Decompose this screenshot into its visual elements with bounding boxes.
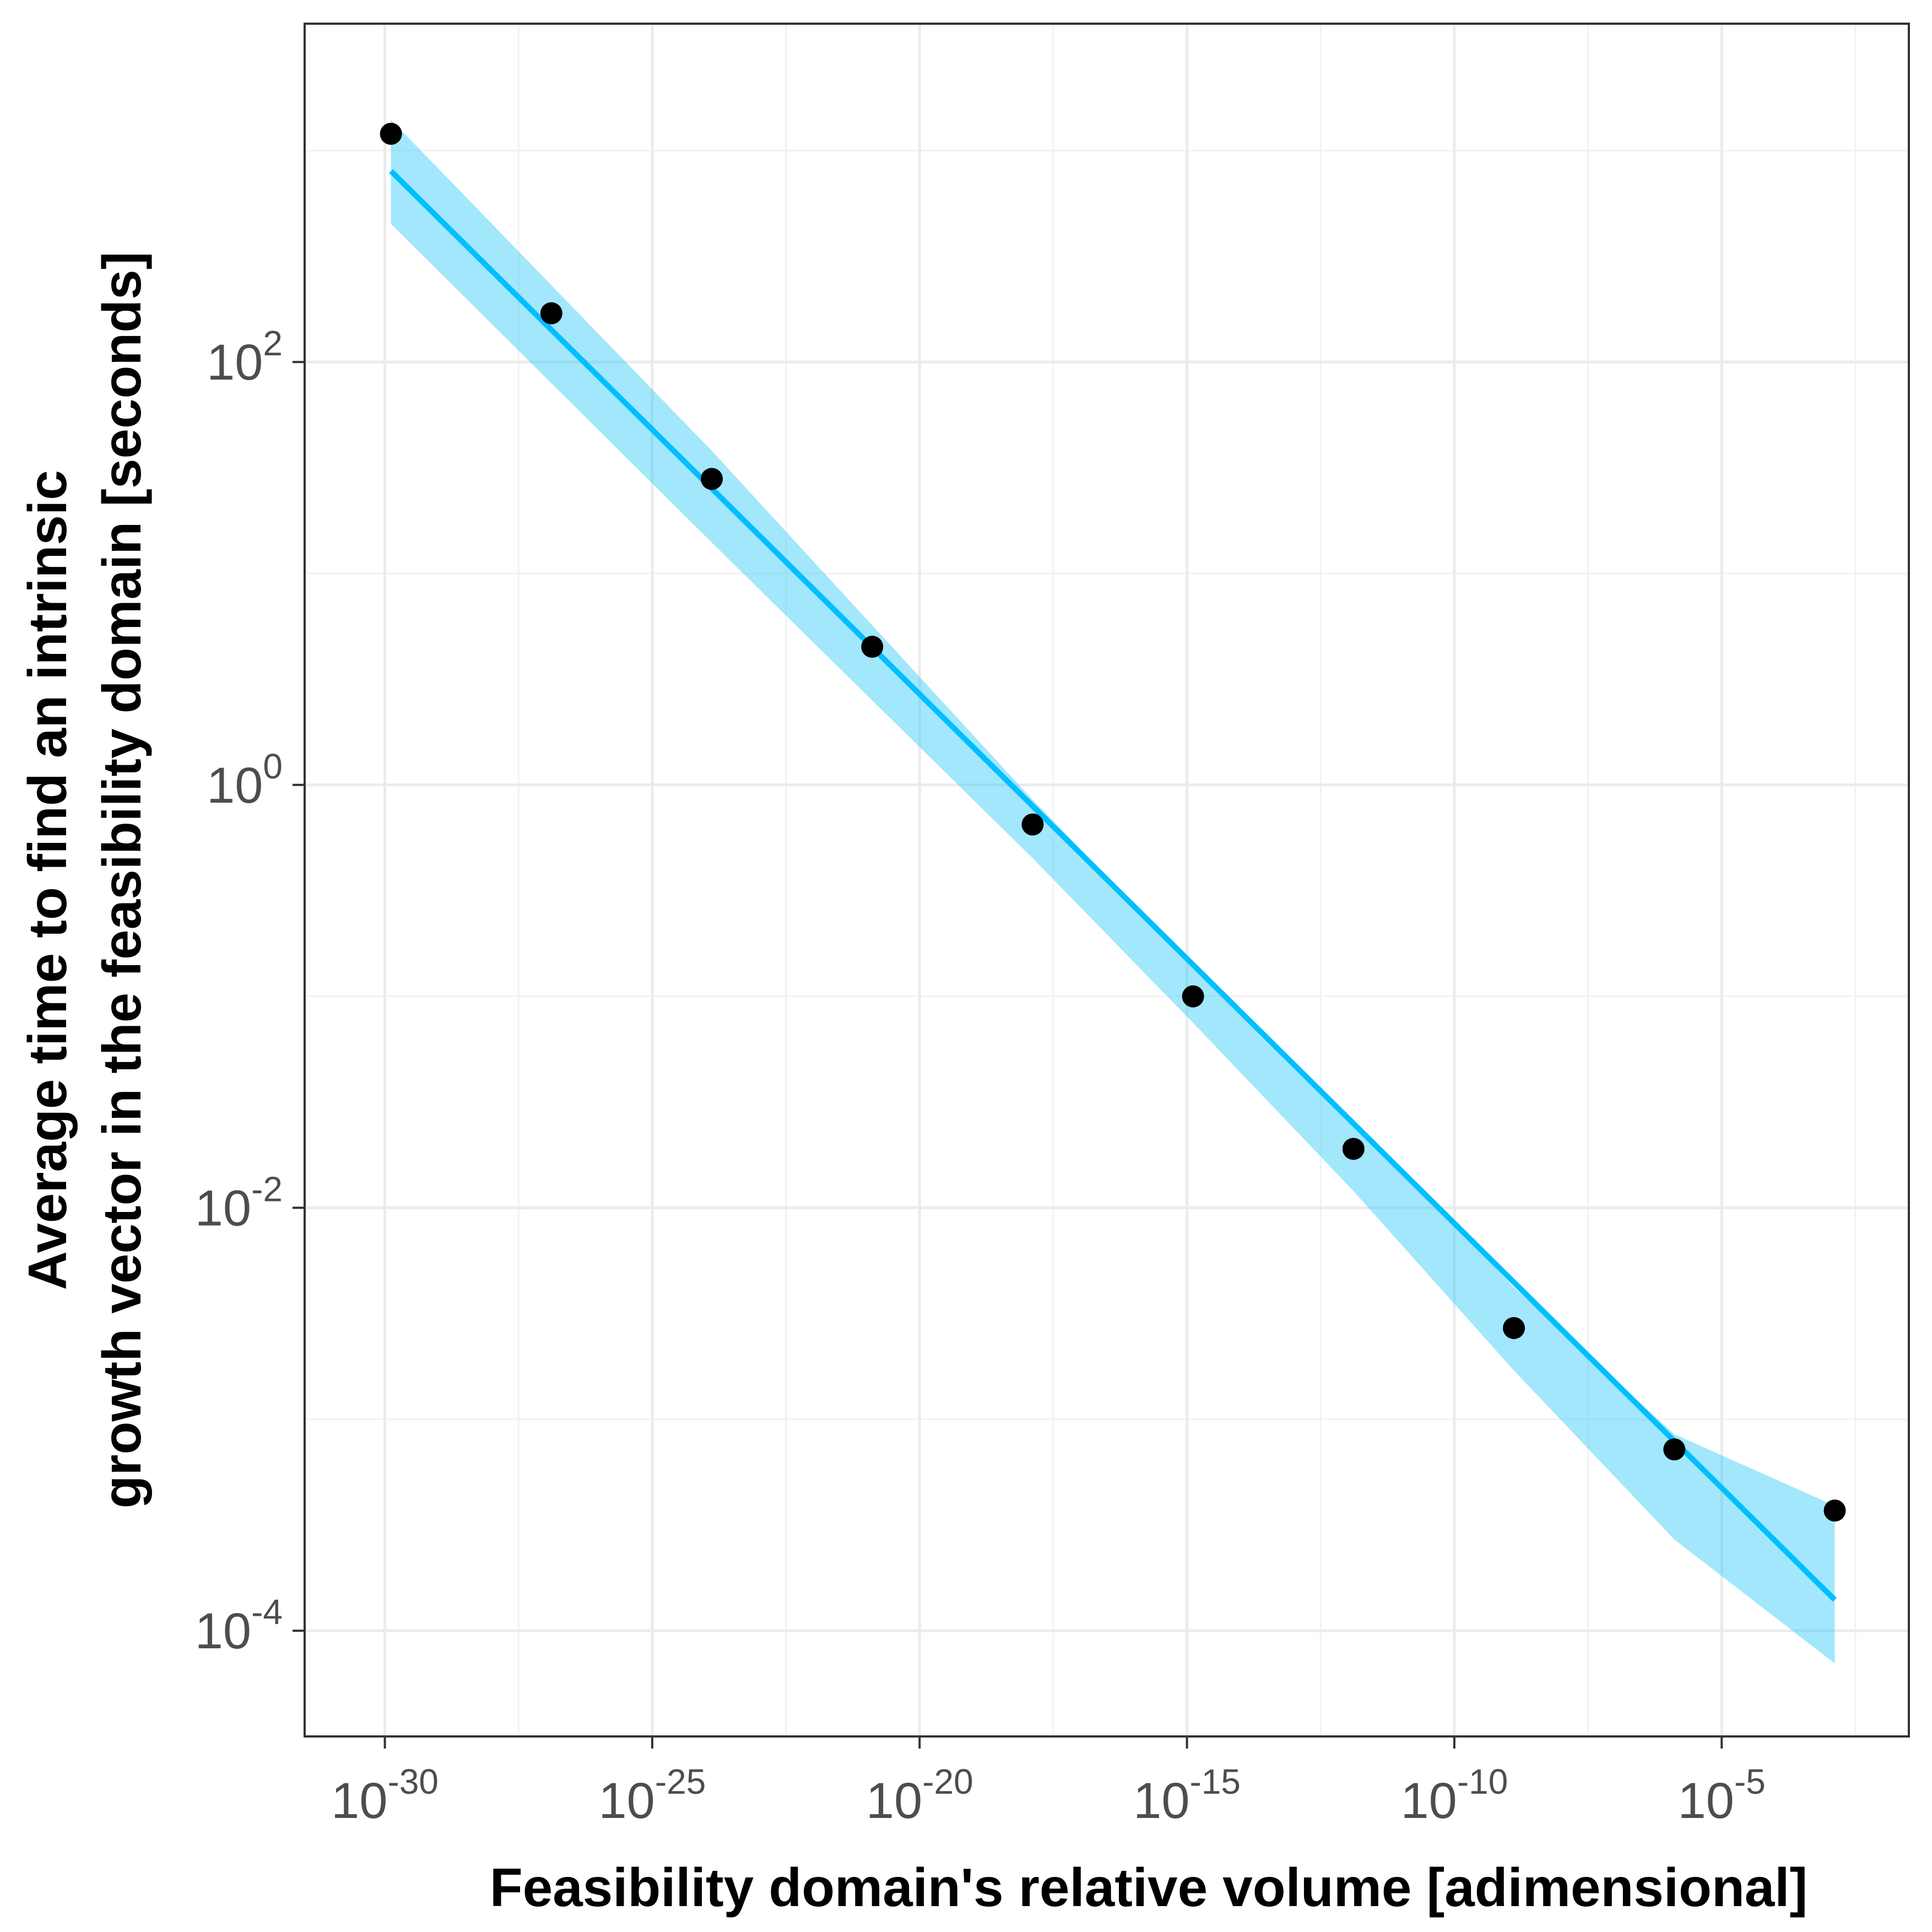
data-point <box>540 302 562 324</box>
data-point <box>1663 1438 1686 1461</box>
grid-layer <box>305 24 1909 1736</box>
data-point <box>380 122 402 145</box>
y-tick-label: 10-4 <box>195 1592 283 1659</box>
y-axis-title-line-2: growth vector in the feasibility domain … <box>91 252 152 1509</box>
data-point <box>861 636 884 658</box>
x-tick-label: 10-5 <box>1678 1762 1766 1829</box>
y-tick-label: 10-2 <box>195 1169 283 1236</box>
points-layer <box>380 122 1846 1522</box>
panel-border <box>304 23 1910 1738</box>
y-axis-title: Average time to find an intrinsic growth… <box>17 252 152 1509</box>
data-point <box>701 468 723 490</box>
y-axis-ticks: 102 100 10-2 10-4 <box>195 323 305 1659</box>
data-point <box>1823 1499 1846 1522</box>
confidence-ribbon <box>391 120 1835 1664</box>
y-tick-label: 100 <box>207 746 283 814</box>
x-axis-ticks: 10-30 10-25 10-20 10-15 10-10 10-5 <box>331 1736 1766 1829</box>
y-tick-label: 102 <box>207 323 283 391</box>
x-tick-label: 10-15 <box>1133 1762 1241 1829</box>
data-point <box>1021 813 1044 836</box>
data-point <box>1182 985 1204 1008</box>
x-axis-title: Feasibility domain's relative volume [ad… <box>490 1857 1807 1918</box>
x-tick-label: 10-30 <box>331 1762 439 1829</box>
y-axis-title-line-1: Average time to find an intrinsic <box>17 470 78 1290</box>
x-tick-label: 10-20 <box>866 1762 973 1829</box>
x-tick-label: 10-25 <box>599 1762 706 1829</box>
fit-line <box>389 169 1837 1602</box>
x-tick-label: 10-10 <box>1401 1762 1508 1829</box>
data-point <box>1503 1317 1525 1339</box>
data-point <box>1342 1138 1365 1160</box>
ribbon-layer <box>391 120 1835 1664</box>
fit-line-layer <box>389 169 1837 1602</box>
